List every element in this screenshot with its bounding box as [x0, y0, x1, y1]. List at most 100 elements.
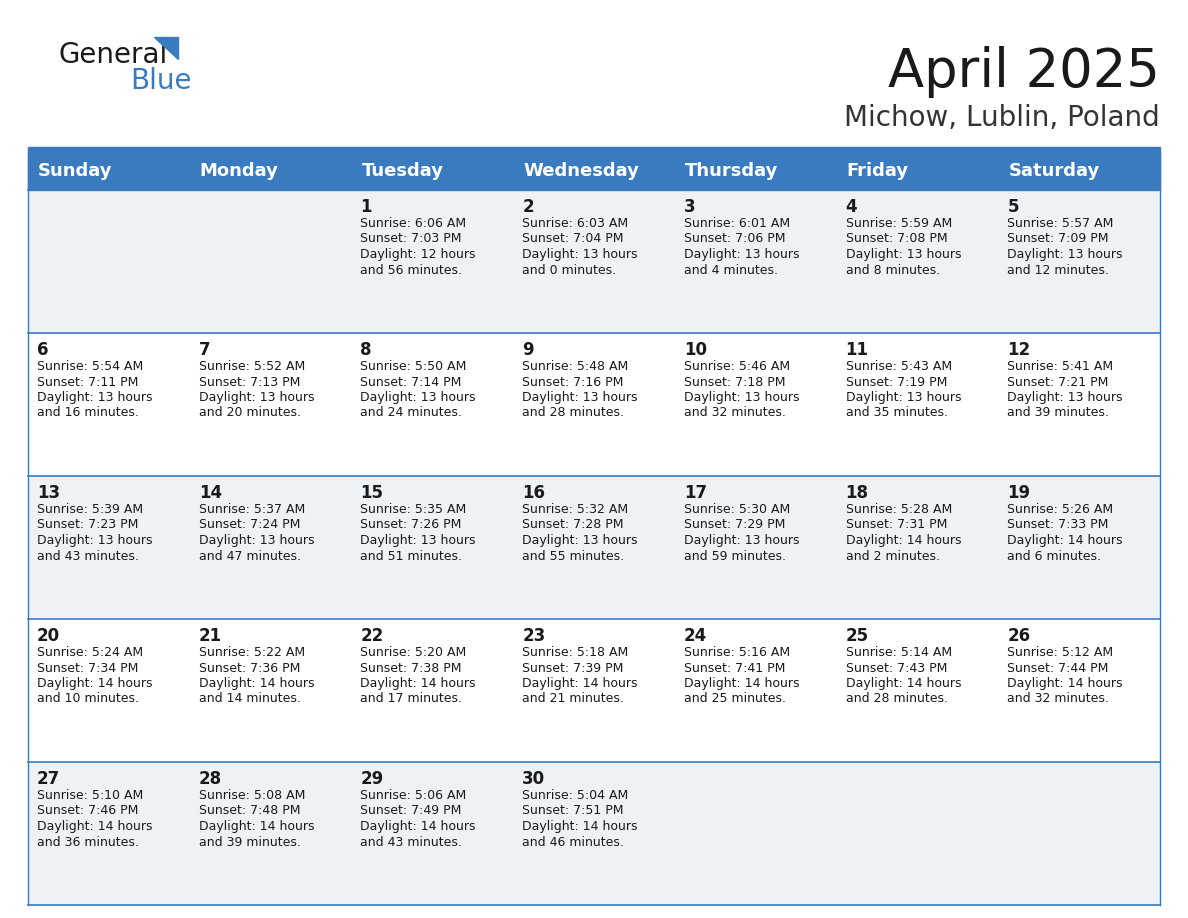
Text: 24: 24 [684, 627, 707, 645]
Text: Sunrise: 5:41 AM: Sunrise: 5:41 AM [1007, 360, 1113, 373]
Text: 4: 4 [846, 198, 858, 216]
Text: Sunrise: 5:14 AM: Sunrise: 5:14 AM [846, 646, 952, 659]
Text: Sunset: 7:36 PM: Sunset: 7:36 PM [198, 662, 301, 675]
Text: Daylight: 13 hours: Daylight: 13 hours [37, 391, 152, 404]
Text: and 51 minutes.: and 51 minutes. [360, 550, 462, 563]
Text: Thursday: Thursday [684, 162, 778, 180]
Text: Sunset: 7:23 PM: Sunset: 7:23 PM [37, 519, 138, 532]
Text: 6: 6 [37, 341, 49, 359]
Text: and 32 minutes.: and 32 minutes. [1007, 692, 1110, 706]
Text: Sunrise: 5:18 AM: Sunrise: 5:18 AM [523, 646, 628, 659]
Text: Sunset: 7:04 PM: Sunset: 7:04 PM [523, 232, 624, 245]
Text: Daylight: 13 hours: Daylight: 13 hours [1007, 391, 1123, 404]
Text: Daylight: 13 hours: Daylight: 13 hours [360, 391, 476, 404]
Text: Sunset: 7:46 PM: Sunset: 7:46 PM [37, 804, 138, 818]
Text: 16: 16 [523, 484, 545, 502]
Text: 14: 14 [198, 484, 222, 502]
Text: Daylight: 12 hours: Daylight: 12 hours [360, 248, 476, 261]
Text: and 14 minutes.: and 14 minutes. [198, 692, 301, 706]
Text: Daylight: 14 hours: Daylight: 14 hours [360, 677, 476, 690]
Text: 15: 15 [360, 484, 384, 502]
Text: Daylight: 13 hours: Daylight: 13 hours [360, 534, 476, 547]
Text: 27: 27 [37, 770, 61, 788]
Text: 2: 2 [523, 198, 533, 216]
Text: Daylight: 14 hours: Daylight: 14 hours [846, 677, 961, 690]
Text: 7: 7 [198, 341, 210, 359]
Text: Tuesday: Tuesday [361, 162, 443, 180]
Text: Friday: Friday [847, 162, 909, 180]
Text: 29: 29 [360, 770, 384, 788]
Text: Sunset: 7:49 PM: Sunset: 7:49 PM [360, 804, 462, 818]
Bar [29, 147, 1159, 152]
Text: Sunset: 7:18 PM: Sunset: 7:18 PM [684, 375, 785, 388]
Text: Daylight: 13 hours: Daylight: 13 hours [684, 248, 800, 261]
Text: Daylight: 13 hours: Daylight: 13 hours [846, 391, 961, 404]
Bar [29, 476, 1159, 619]
Text: 28: 28 [198, 770, 222, 788]
Text: Sunrise: 5:39 AM: Sunrise: 5:39 AM [37, 503, 143, 516]
Text: Daylight: 13 hours: Daylight: 13 hours [684, 534, 800, 547]
Text: Sunrise: 5:04 AM: Sunrise: 5:04 AM [523, 789, 628, 802]
Text: Sunset: 7:13 PM: Sunset: 7:13 PM [198, 375, 301, 388]
Text: and 24 minutes.: and 24 minutes. [360, 407, 462, 420]
Text: Sunrise: 5:43 AM: Sunrise: 5:43 AM [846, 360, 952, 373]
Text: and 32 minutes.: and 32 minutes. [684, 407, 785, 420]
Text: and 55 minutes.: and 55 minutes. [523, 550, 624, 563]
Text: and 6 minutes.: and 6 minutes. [1007, 550, 1101, 563]
Text: Daylight: 14 hours: Daylight: 14 hours [198, 820, 314, 833]
Text: Daylight: 13 hours: Daylight: 13 hours [37, 534, 152, 547]
Text: and 39 minutes.: and 39 minutes. [198, 835, 301, 848]
Text: Sunset: 7:08 PM: Sunset: 7:08 PM [846, 232, 947, 245]
Polygon shape [154, 37, 178, 59]
Text: 21: 21 [198, 627, 222, 645]
Text: and 35 minutes.: and 35 minutes. [846, 407, 948, 420]
Text: General: General [58, 41, 168, 69]
Text: and 56 minutes.: and 56 minutes. [360, 263, 462, 276]
Text: and 10 minutes.: and 10 minutes. [37, 692, 139, 706]
Text: Saturday: Saturday [1009, 162, 1100, 180]
Text: Daylight: 13 hours: Daylight: 13 hours [198, 391, 314, 404]
Text: Sunset: 7:38 PM: Sunset: 7:38 PM [360, 662, 462, 675]
Text: Daylight: 14 hours: Daylight: 14 hours [360, 820, 476, 833]
Text: Sunrise: 5:32 AM: Sunrise: 5:32 AM [523, 503, 628, 516]
Text: Sunset: 7:19 PM: Sunset: 7:19 PM [846, 375, 947, 388]
Text: Sunset: 7:06 PM: Sunset: 7:06 PM [684, 232, 785, 245]
Text: Sunset: 7:33 PM: Sunset: 7:33 PM [1007, 519, 1108, 532]
Text: Daylight: 14 hours: Daylight: 14 hours [37, 820, 152, 833]
Text: and 46 minutes.: and 46 minutes. [523, 835, 624, 848]
Text: 22: 22 [360, 627, 384, 645]
Text: 17: 17 [684, 484, 707, 502]
Text: 11: 11 [846, 341, 868, 359]
Text: 20: 20 [37, 627, 61, 645]
Text: and 39 minutes.: and 39 minutes. [1007, 407, 1110, 420]
Text: 30: 30 [523, 770, 545, 788]
Text: Sunrise: 5:30 AM: Sunrise: 5:30 AM [684, 503, 790, 516]
Text: Sunrise: 5:50 AM: Sunrise: 5:50 AM [360, 360, 467, 373]
Text: and 59 minutes.: and 59 minutes. [684, 550, 785, 563]
Bar [29, 333, 1159, 476]
Text: and 4 minutes.: and 4 minutes. [684, 263, 778, 276]
Text: 3: 3 [684, 198, 695, 216]
Text: Daylight: 14 hours: Daylight: 14 hours [684, 677, 800, 690]
Text: April 2025: April 2025 [889, 46, 1159, 98]
Text: and 17 minutes.: and 17 minutes. [360, 692, 462, 706]
Text: 5: 5 [1007, 198, 1019, 216]
Text: 18: 18 [846, 484, 868, 502]
Text: Sunset: 7:26 PM: Sunset: 7:26 PM [360, 519, 462, 532]
Text: Sunrise: 5:52 AM: Sunrise: 5:52 AM [198, 360, 305, 373]
Text: Sunset: 7:16 PM: Sunset: 7:16 PM [523, 375, 624, 388]
Text: and 28 minutes.: and 28 minutes. [846, 692, 948, 706]
Text: Daylight: 13 hours: Daylight: 13 hours [1007, 248, 1123, 261]
Text: Sunrise: 5:48 AM: Sunrise: 5:48 AM [523, 360, 628, 373]
Text: and 20 minutes.: and 20 minutes. [198, 407, 301, 420]
Text: Sunset: 7:44 PM: Sunset: 7:44 PM [1007, 662, 1108, 675]
Text: Sunset: 7:51 PM: Sunset: 7:51 PM [523, 804, 624, 818]
Bar [29, 762, 1159, 905]
Text: and 0 minutes.: and 0 minutes. [523, 263, 617, 276]
Text: Sunrise: 5:12 AM: Sunrise: 5:12 AM [1007, 646, 1113, 659]
Text: 1: 1 [360, 198, 372, 216]
Text: and 2 minutes.: and 2 minutes. [846, 550, 940, 563]
Text: Sunset: 7:03 PM: Sunset: 7:03 PM [360, 232, 462, 245]
Text: Daylight: 14 hours: Daylight: 14 hours [1007, 677, 1123, 690]
Text: Sunrise: 5:20 AM: Sunrise: 5:20 AM [360, 646, 467, 659]
